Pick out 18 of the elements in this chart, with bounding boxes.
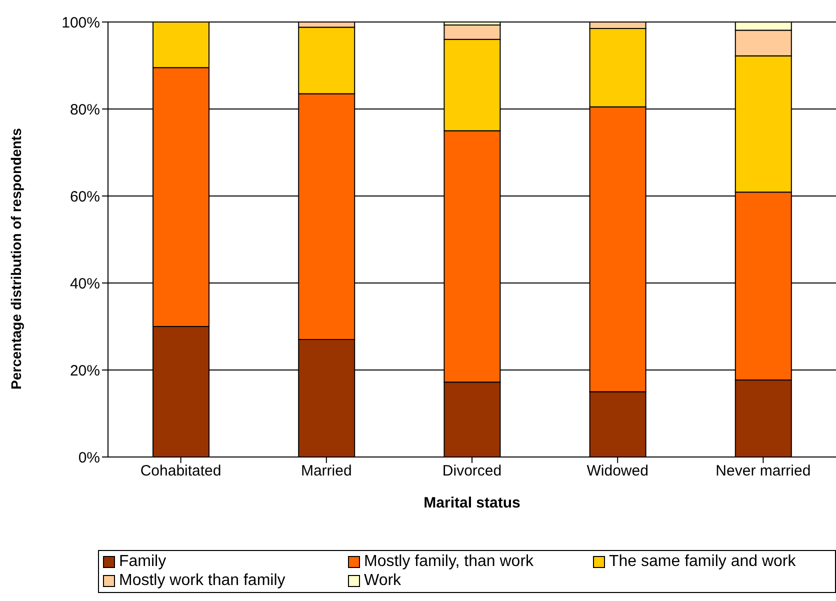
x-tick-label: Married xyxy=(300,462,352,480)
y-tick-label: 60% xyxy=(70,188,100,206)
x-tick-label: Never married xyxy=(716,462,811,480)
legend-label: Family xyxy=(119,553,166,571)
y-tick-label: 40% xyxy=(70,275,100,292)
x-axis-title: Marital status xyxy=(424,494,520,512)
y-tick-label: 100% xyxy=(62,14,100,32)
x-tick-label: Divorced xyxy=(442,462,502,480)
y-axis-title: Percentage distribution of respondents xyxy=(8,128,24,390)
y-tick-label: 0% xyxy=(78,449,100,466)
x-tick-label: Cohabitated xyxy=(140,462,222,480)
y-tick-label: 20% xyxy=(70,362,100,380)
x-tick-label: Widowed xyxy=(586,462,648,480)
legend-label: The same family and work xyxy=(609,553,796,571)
legend-label: Mostly family, than work xyxy=(364,553,534,571)
y-tick-label: 80% xyxy=(70,101,100,118)
legend-label: Work xyxy=(364,572,402,590)
legend-label: Mostly work than family xyxy=(119,572,286,590)
